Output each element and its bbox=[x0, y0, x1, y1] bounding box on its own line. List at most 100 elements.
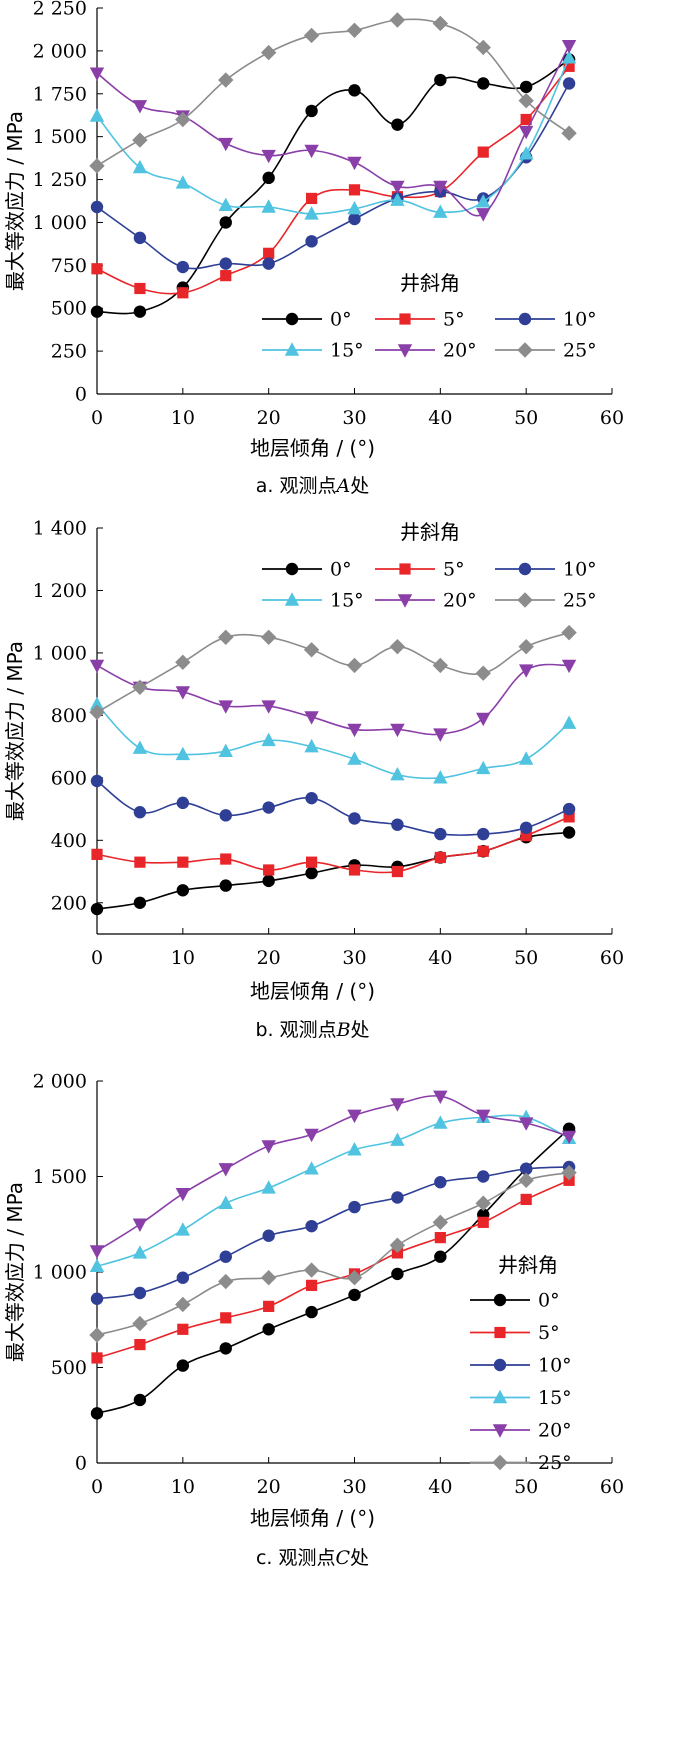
data-point bbox=[305, 1305, 318, 1319]
y-tick-label: 1 250 bbox=[33, 169, 87, 191]
data-point bbox=[89, 704, 105, 720]
legend-marker bbox=[517, 342, 533, 358]
x-tick-label: 20 bbox=[257, 1476, 281, 1498]
data-point bbox=[304, 1128, 319, 1143]
data-point bbox=[391, 1191, 404, 1204]
data-point bbox=[133, 806, 147, 819]
data-point bbox=[263, 864, 275, 876]
x-tick-label: 10 bbox=[171, 407, 195, 429]
data-point bbox=[348, 812, 361, 825]
data-point bbox=[175, 686, 191, 700]
data-point bbox=[305, 866, 318, 880]
data-point bbox=[262, 171, 275, 185]
data-point bbox=[219, 1342, 232, 1355]
x-tick-label: 30 bbox=[342, 407, 366, 429]
data-point bbox=[432, 15, 449, 32]
legend-marker bbox=[285, 562, 299, 576]
legend-marker bbox=[492, 1424, 508, 1438]
legend-label: 0° bbox=[330, 309, 352, 331]
data-point bbox=[218, 629, 234, 646]
y-tick-label: 1 000 bbox=[33, 1262, 87, 1284]
data-point bbox=[434, 827, 447, 841]
data-point bbox=[433, 770, 448, 784]
legend-item: 20° bbox=[375, 590, 477, 612]
data-point bbox=[262, 257, 275, 270]
data-point bbox=[476, 194, 491, 208]
data-point bbox=[90, 902, 104, 916]
data-point bbox=[304, 711, 319, 725]
data-point bbox=[175, 111, 191, 128]
x-tick-label: 0 bbox=[91, 407, 103, 429]
data-point bbox=[261, 700, 276, 714]
series-2 bbox=[90, 774, 576, 841]
data-point bbox=[433, 180, 448, 195]
legend-item: 0° bbox=[470, 1290, 560, 1312]
data-point bbox=[261, 1180, 276, 1194]
x-tick-label: 40 bbox=[428, 407, 452, 429]
legend-marker bbox=[518, 312, 532, 326]
data-point bbox=[304, 206, 319, 220]
data-point bbox=[91, 848, 103, 860]
data-point bbox=[133, 1286, 147, 1300]
data-point bbox=[133, 305, 147, 318]
data-point bbox=[390, 1132, 405, 1146]
data-point bbox=[89, 108, 105, 122]
data-point bbox=[133, 1393, 147, 1407]
series-3 bbox=[89, 50, 577, 220]
data-point bbox=[219, 1250, 232, 1263]
data-point bbox=[477, 827, 490, 841]
data-point bbox=[89, 1258, 105, 1272]
y-tick-label: 1 500 bbox=[33, 126, 87, 148]
series-line bbox=[96, 1095, 570, 1252]
data-point bbox=[262, 1229, 275, 1242]
x-tick-label: 30 bbox=[342, 947, 366, 969]
data-point bbox=[348, 84, 361, 97]
data-point bbox=[346, 657, 363, 674]
x-tick-label: 60 bbox=[600, 1476, 624, 1498]
data-point bbox=[263, 247, 275, 259]
data-point bbox=[476, 1109, 491, 1124]
caption-prefix: a. 观测点 bbox=[256, 475, 337, 497]
data-point bbox=[218, 197, 233, 211]
data-point bbox=[563, 811, 575, 823]
data-point bbox=[176, 1271, 190, 1284]
data-point bbox=[561, 715, 577, 729]
data-point bbox=[347, 751, 362, 765]
data-point bbox=[348, 1200, 361, 1214]
legend: 井斜角 0° 5° 10° 15° 20° 25° bbox=[470, 1253, 572, 1474]
y-tick-label: 500 bbox=[51, 298, 87, 320]
data-point bbox=[303, 27, 320, 44]
legend-marker bbox=[397, 344, 413, 358]
data-point bbox=[175, 1222, 191, 1236]
data-point bbox=[520, 830, 532, 842]
data-point bbox=[432, 1214, 449, 1231]
data-point bbox=[133, 231, 147, 245]
data-point bbox=[90, 1292, 104, 1305]
y-tick-label: 200 bbox=[51, 892, 87, 914]
data-point bbox=[89, 1245, 105, 1259]
series-0 bbox=[90, 826, 576, 916]
legend-item: 5° bbox=[375, 309, 465, 331]
data-point bbox=[519, 80, 533, 94]
x-axis-title: 地层倾角 / (°) bbox=[250, 1506, 375, 1530]
data-point bbox=[303, 642, 320, 658]
series-4 bbox=[89, 1090, 577, 1259]
data-point bbox=[347, 201, 362, 215]
data-point bbox=[305, 104, 318, 118]
y-tick-label: 1 500 bbox=[33, 1166, 87, 1188]
data-point bbox=[90, 305, 104, 318]
data-point bbox=[434, 1176, 447, 1189]
y-axis-title: 最大等效应力 / MPa bbox=[3, 641, 27, 821]
data-point bbox=[562, 826, 576, 839]
legend-marker bbox=[284, 592, 300, 606]
y-tick-label: 2 250 bbox=[33, 0, 87, 20]
data-point bbox=[347, 1109, 362, 1124]
x-tick-label: 40 bbox=[428, 947, 452, 969]
chart-panel-2: 200 400 600 800 1 000 1 200 1 400 0 10 20 30 40 50 60… bbox=[3, 518, 624, 1042]
legend-title: 井斜角 bbox=[400, 271, 460, 295]
data-point bbox=[476, 760, 491, 775]
data-point bbox=[261, 149, 276, 164]
legend-item: 10° bbox=[495, 559, 597, 581]
series-line bbox=[96, 831, 570, 910]
